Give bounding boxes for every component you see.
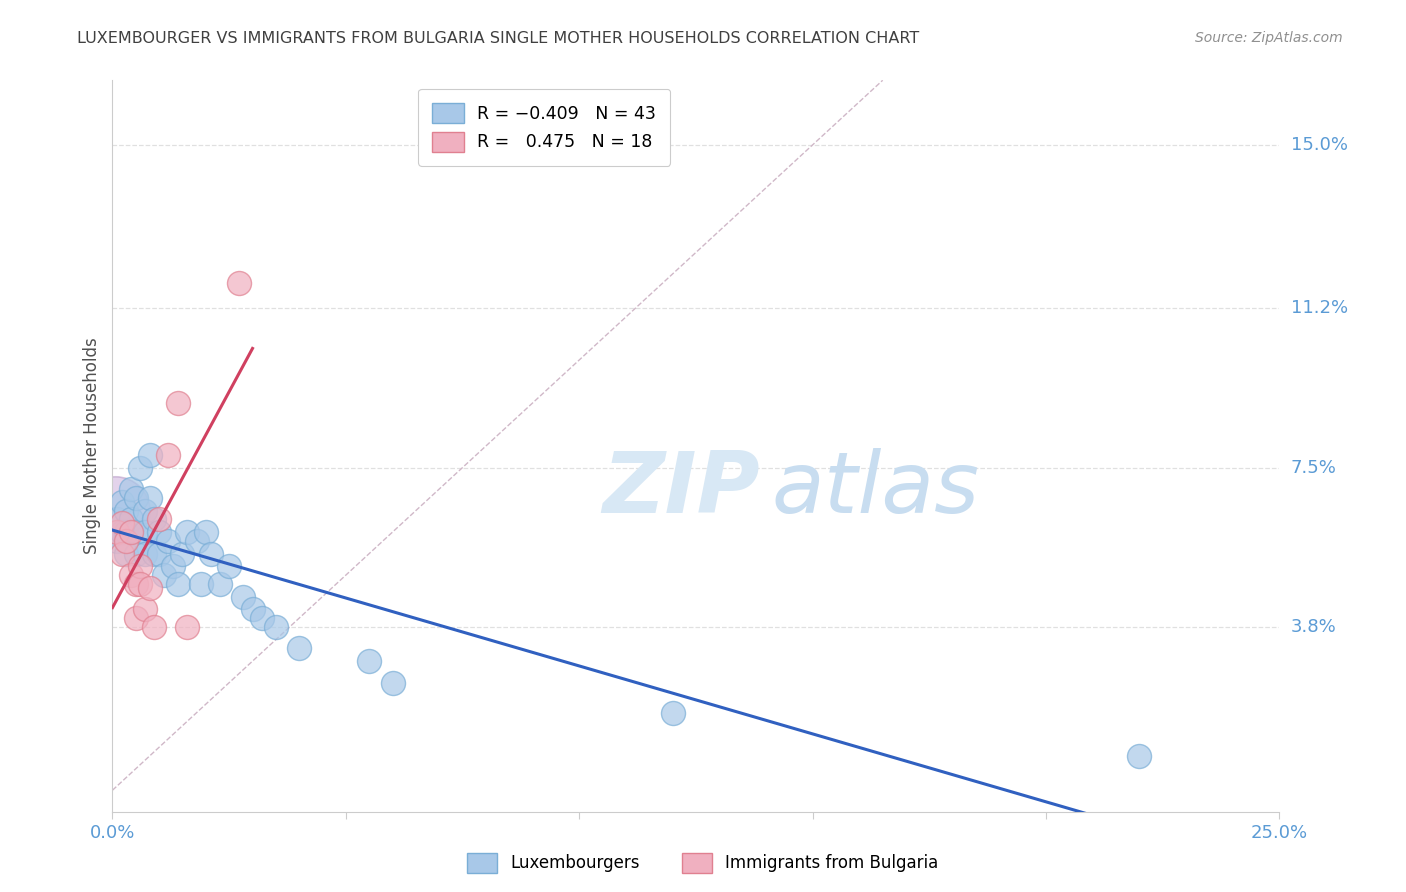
Point <box>129 576 152 591</box>
Point <box>139 448 162 462</box>
Text: 11.2%: 11.2% <box>1291 300 1348 318</box>
Point <box>125 547 148 561</box>
Point <box>129 559 152 574</box>
Point <box>148 524 170 539</box>
Point <box>120 512 142 526</box>
Point <box>139 581 162 595</box>
Point <box>232 590 254 604</box>
Point <box>1128 748 1150 763</box>
Point <box>134 503 156 517</box>
Text: 15.0%: 15.0% <box>1291 136 1347 153</box>
Point <box>125 576 148 591</box>
Point <box>105 512 128 526</box>
Point <box>148 547 170 561</box>
Text: 7.5%: 7.5% <box>1291 458 1337 476</box>
Point <box>105 524 128 539</box>
Point <box>129 460 152 475</box>
Point <box>200 547 222 561</box>
Point <box>218 559 240 574</box>
Point <box>176 620 198 634</box>
Point <box>157 448 180 462</box>
Point <box>125 491 148 505</box>
Point <box>111 547 134 561</box>
Point <box>143 620 166 634</box>
Point <box>250 611 273 625</box>
Point <box>111 524 134 539</box>
Point <box>176 524 198 539</box>
Point <box>157 533 180 548</box>
Point <box>125 524 148 539</box>
Point <box>143 547 166 561</box>
Y-axis label: Single Mother Households: Single Mother Households <box>83 338 101 554</box>
Point <box>134 547 156 561</box>
Point <box>115 533 138 548</box>
Point <box>208 576 231 591</box>
Point <box>115 503 138 517</box>
Text: 3.8%: 3.8% <box>1291 617 1336 636</box>
Point <box>115 547 138 561</box>
Point <box>148 512 170 526</box>
Point <box>134 602 156 616</box>
Point <box>172 547 194 561</box>
Point <box>190 576 212 591</box>
Text: atlas: atlas <box>772 449 980 532</box>
Point <box>359 654 381 668</box>
Point <box>143 512 166 526</box>
Point <box>381 675 404 690</box>
Point <box>242 602 264 616</box>
Legend: Luxembourgers, Immigrants from Bulgaria: Luxembourgers, Immigrants from Bulgaria <box>461 847 945 880</box>
Point <box>166 396 188 410</box>
Point <box>120 482 142 496</box>
Text: Source: ZipAtlas.com: Source: ZipAtlas.com <box>1195 31 1343 45</box>
Point <box>186 533 208 548</box>
Point <box>194 524 217 539</box>
Point <box>139 491 162 505</box>
Point <box>111 516 134 531</box>
Point <box>120 568 142 582</box>
Point <box>115 524 138 539</box>
Point <box>125 611 148 625</box>
Point <box>162 559 184 574</box>
Point <box>105 533 128 548</box>
Point <box>111 495 134 509</box>
Point <box>166 576 188 591</box>
Point <box>264 620 287 634</box>
Text: ZIP: ZIP <box>603 449 761 532</box>
Text: LUXEMBOURGER VS IMMIGRANTS FROM BULGARIA SINGLE MOTHER HOUSEHOLDS CORRELATION CH: LUXEMBOURGER VS IMMIGRANTS FROM BULGARIA… <box>77 31 920 46</box>
Point <box>134 524 156 539</box>
Point <box>661 706 683 720</box>
Point <box>288 641 311 656</box>
Legend: R = −0.409   N = 43, R =   0.475   N = 18: R = −0.409 N = 43, R = 0.475 N = 18 <box>419 89 671 166</box>
Point <box>228 276 250 290</box>
Point <box>104 503 127 517</box>
Point <box>120 524 142 539</box>
Point <box>153 568 176 582</box>
